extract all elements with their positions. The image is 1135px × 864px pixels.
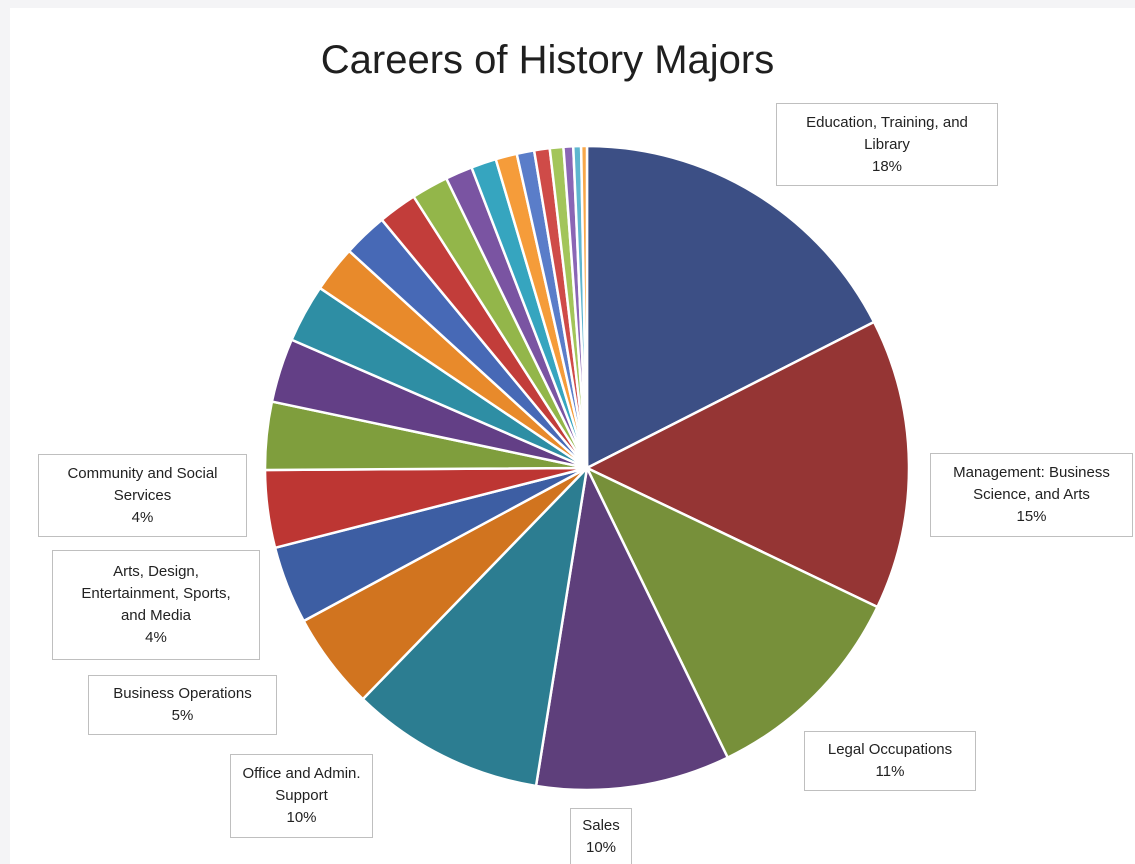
label-community: Community and Social Services 4% (38, 454, 247, 537)
label-arts-line-3: and Media (120, 607, 192, 624)
chart-title: Careers of History Majors (320, 38, 775, 82)
label-education-line-1: Education, Training, and (806, 113, 968, 131)
label-education-line-3: 18% (871, 157, 903, 175)
label-sales-line-1: Sales (582, 816, 620, 834)
label-legal: Legal Occupations 11% (804, 731, 976, 791)
label-arts: Arts, Design, Entertainment, Sports, and… (52, 550, 260, 660)
label-management-line-2: Science, and Arts (973, 486, 1090, 503)
label-office: Office and Admin. Support 10% (230, 754, 373, 838)
label-sales-line-2: 10% (585, 838, 617, 856)
label-management: Management: Business Science, and Arts 1… (930, 453, 1133, 537)
label-community-line-1: Community and Social (67, 464, 218, 482)
label-education: Education, Training, and Library 18% (776, 103, 998, 186)
label-community-line-2: Services (113, 486, 172, 504)
label-office-line-2: Support (275, 787, 328, 804)
label-arts-line-1: Arts, Design, (113, 563, 199, 580)
label-management-line-3: 15% (1016, 508, 1047, 525)
label-legal-line-1: Legal Occupations (827, 741, 953, 758)
label-education-line-2: Library (864, 135, 910, 153)
label-management-line-1: Management: Business (953, 464, 1110, 481)
label-office-line-1: Office and Admin. (242, 765, 361, 782)
label-arts-line-2: Entertainment, Sports, (81, 585, 231, 602)
pie-slice-1 (585, 320, 911, 609)
pie-slice-2 (585, 466, 879, 759)
pie-slice-4 (361, 466, 589, 788)
label-business-operations-line-2: 5% (171, 707, 194, 724)
label-community-line-3: 4% (131, 508, 154, 526)
label-business-operations: Business Operations 5% (88, 675, 277, 735)
label-sales: Sales 10% (570, 808, 632, 864)
label-legal-line-2: 11% (875, 763, 905, 780)
pie-slice-23 (579, 144, 589, 470)
label-office-line-3: 10% (286, 809, 317, 826)
label-business-operations-line-1: Business Operations (113, 685, 252, 702)
pie-slice-0 (585, 144, 876, 470)
label-arts-line-4: 4% (145, 629, 167, 646)
pie-slice-3 (534, 466, 729, 792)
